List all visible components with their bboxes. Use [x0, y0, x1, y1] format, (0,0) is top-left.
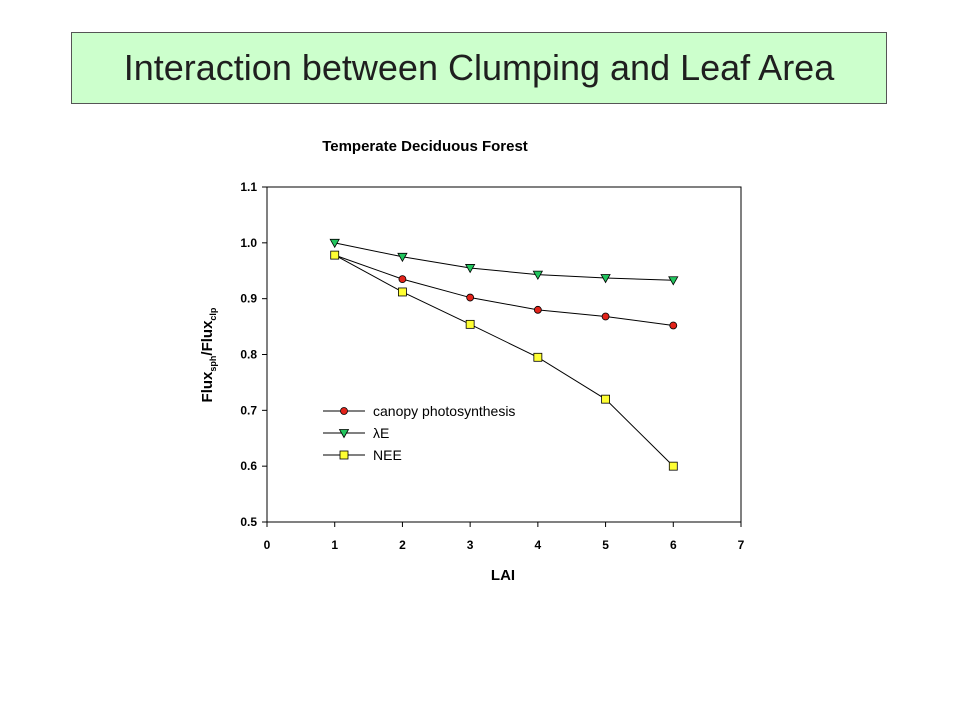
series-2-point [330, 250, 340, 260]
series-0-point [669, 321, 678, 330]
y-tick-label: 0.9 [240, 292, 257, 306]
x-tick-label: 5 [602, 538, 609, 552]
legend-marker [339, 450, 349, 460]
series-2-point [533, 352, 543, 362]
y-tick-label: 0.7 [240, 403, 257, 417]
y-label-flux-1: Flux [199, 371, 216, 402]
series-1-point [668, 276, 679, 286]
x-tick-label: 2 [399, 538, 406, 552]
legend-label: λE [373, 425, 389, 441]
legend: canopy photosynthesis λE NEE [323, 403, 515, 463]
x-tick-label: 3 [467, 538, 474, 552]
series-line-0 [334, 254, 674, 326]
series-line-1 [334, 242, 674, 281]
x-tick-label: 4 [535, 538, 542, 552]
series-1-point [329, 238, 340, 249]
x-axis-label: LAI [491, 567, 515, 584]
y-label-sub-1: sph [208, 356, 218, 372]
y-tick-label: 1.1 [240, 180, 257, 194]
series-0-point [398, 275, 407, 284]
series-1-point [464, 264, 476, 274]
y-ticks: 0.5 0.6 0.7 0.8 0.9 1.0 1.1 [240, 180, 267, 529]
series-0-point [533, 305, 542, 314]
y-tick-label: 0.5 [240, 515, 257, 529]
x-tick-label: 6 [670, 538, 677, 552]
y-tick-label: 0.8 [240, 348, 257, 362]
series-1-point [397, 252, 408, 263]
plot-frame [266, 186, 742, 523]
slide-title: Interaction between Clumping and Leaf Ar… [123, 47, 835, 88]
y-label-slash-flux: /Flux [199, 320, 216, 356]
x-tick-label: 0 [264, 538, 271, 552]
series-line-2 [334, 254, 674, 467]
x-tick-label: 1 [331, 538, 338, 552]
series-markers [329, 238, 679, 471]
series-2-point [601, 394, 610, 404]
slide-title-box: Interaction between Clumping and Leaf Ar… [71, 32, 887, 104]
series-lines [334, 242, 674, 467]
legend-label: NEE [373, 447, 402, 463]
chart-title: Temperate Deciduous Forest [322, 138, 528, 155]
series-0-point [466, 293, 475, 302]
legend-marker [340, 407, 348, 415]
series-2-point [465, 319, 475, 329]
y-axis-label: Fluxsph/Fluxclp [199, 307, 218, 402]
legend-marker [338, 429, 350, 439]
x-tick-label: 7 [738, 538, 745, 552]
x-ticks: 0 1 2 3 4 5 6 7 [264, 522, 745, 552]
series-2-point [668, 461, 678, 471]
series-0-point [601, 312, 610, 321]
series-1-point [600, 274, 611, 284]
series-1-point [532, 270, 544, 280]
series-2-point [398, 287, 407, 297]
legend-label: canopy photosynthesis [373, 403, 515, 419]
y-tick-label: 1.0 [240, 236, 257, 250]
svg-text:Fluxsph/Fluxclp: Fluxsph/Fluxclp [199, 307, 218, 402]
y-label-sub-2: clp [208, 307, 218, 321]
y-tick-label: 0.6 [240, 459, 257, 473]
